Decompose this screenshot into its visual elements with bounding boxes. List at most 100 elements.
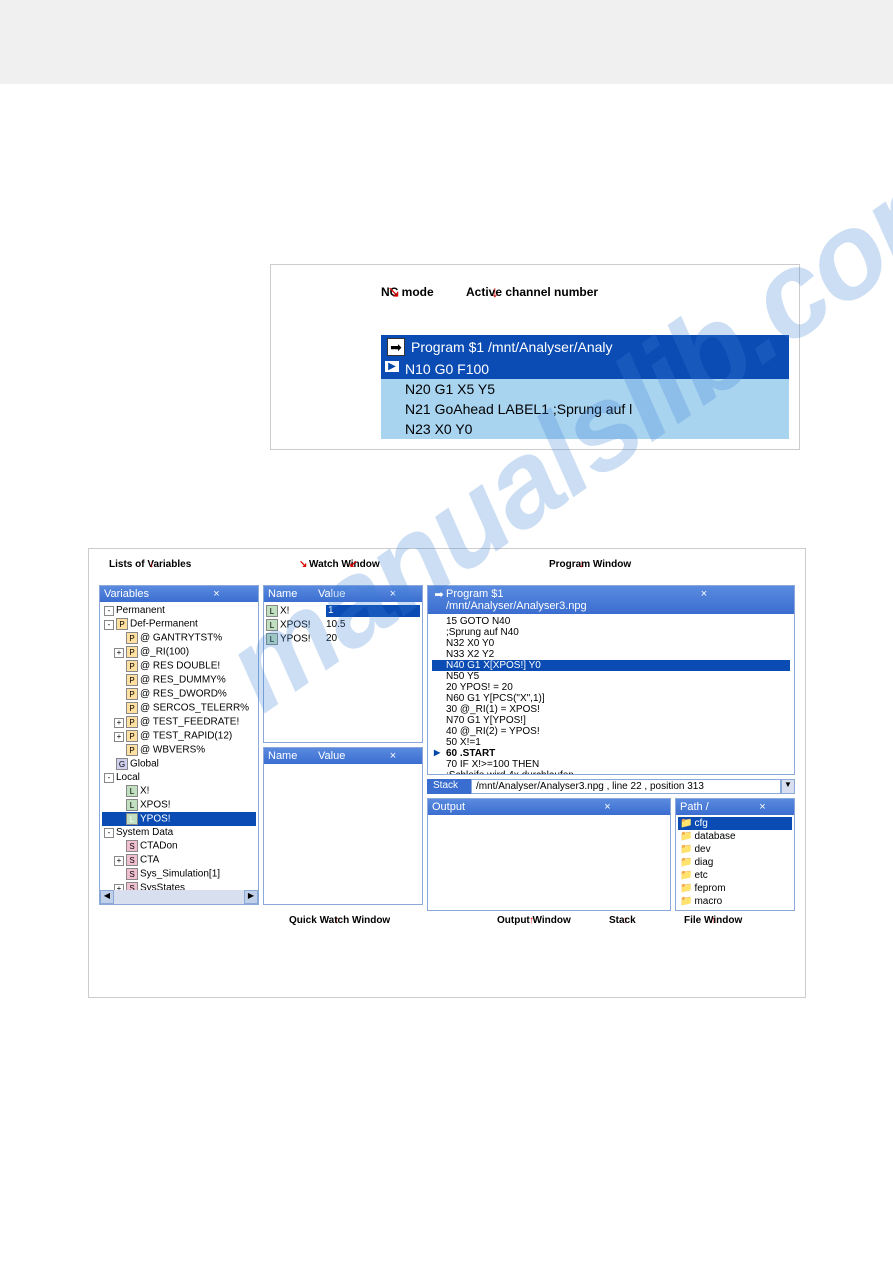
watch-pane: Name Value × LX!1LXPOS!10.5LYPOS!20 <box>263 585 423 743</box>
code-line[interactable]: 15 GOTO N40 <box>432 616 790 627</box>
figure-1: NC mode ↘ Active channel number ↓ ➡ Prog… <box>270 264 800 450</box>
file-body[interactable]: 📁cfg📁database📁dev📁diag📁etc📁feprom📁macro <box>676 815 794 910</box>
label-output: Output Window <box>497 915 571 926</box>
tree-item[interactable]: -PDef-Permanent <box>102 617 256 631</box>
arrow-icon: ↙ <box>349 559 357 570</box>
arrow-icon: ↘ <box>387 285 400 301</box>
close-icon[interactable]: × <box>618 588 790 612</box>
tree-item[interactable]: -Permanent <box>102 604 256 617</box>
label-active-channel: Active channel number <box>466 285 598 299</box>
folder-item[interactable]: 📁database <box>678 830 792 843</box>
label-watch: Watch Window <box>309 559 380 570</box>
code-line[interactable]: 70 IF X!>=100 THEN <box>432 759 790 770</box>
variables-tree[interactable]: -Permanent-PDef-PermanentP@ GANTRYTST%+P… <box>100 602 258 890</box>
label-file: File Window <box>684 915 742 926</box>
scroll-right-icon[interactable]: ▶ <box>244 890 258 904</box>
code-line[interactable]: ;Schleife wird 4x durchlaufen <box>432 770 790 774</box>
tree-item[interactable]: +P@ TEST_FEEDRATE! <box>102 715 256 729</box>
folder-icon: 📁 <box>680 857 692 868</box>
variables-pane: Variables × -Permanent-PDef-PermanentP@ … <box>99 585 259 905</box>
program-pane-header: ➡ Program $1 /mnt/Analyser/Analyser3.npg… <box>428 586 794 614</box>
tree-item[interactable]: SCTADon <box>102 839 256 853</box>
program-title: Program $1 /mnt/Analyser/Analy <box>411 339 613 355</box>
folder-icon: 📁 <box>680 818 692 829</box>
tree-item[interactable]: LXPOS! <box>102 798 256 812</box>
code-line[interactable]: N60 G1 Y[PCS("X",1)] <box>432 693 790 704</box>
folder-item[interactable]: 📁diag <box>678 856 792 869</box>
program-line[interactable]: N20 G1 X5 Y5 <box>381 379 789 399</box>
code-line[interactable]: 30 @_RI(1) = XPOS! <box>432 704 790 715</box>
scroll-left-icon[interactable]: ◀ <box>100 890 114 904</box>
program-lines: N10 G0 F100N20 G1 X5 Y5N21 GoAhead LABEL… <box>381 359 789 439</box>
code-line[interactable]: N40 G1 X[XPOS!] Y0 <box>432 660 790 671</box>
close-icon[interactable]: × <box>549 801 666 813</box>
label-program: Program Window <box>549 559 631 570</box>
tree-item[interactable]: GGlobal <box>102 757 256 771</box>
code-line[interactable]: N70 G1 Y[YPOS!] <box>432 715 790 726</box>
tree-item[interactable]: +P@ TEST_RAPID(12) <box>102 729 256 743</box>
code-line[interactable]: ;Sprung auf N40 <box>432 627 790 638</box>
watch-body[interactable]: LX!1LXPOS!10.5LYPOS!20 <box>264 602 422 742</box>
current-line-marker-icon: ▶ <box>434 748 440 757</box>
folder-icon: 📁 <box>680 870 692 881</box>
tree-item[interactable]: LX! <box>102 784 256 798</box>
scrollbar[interactable]: ◀ ▶ <box>100 890 258 904</box>
tree-item[interactable]: P@ RES_DUMMY% <box>102 673 256 687</box>
tree-item[interactable]: +SCTA <box>102 853 256 867</box>
program-line[interactable]: N21 GoAhead LABEL1 ;Sprung auf l <box>381 399 789 419</box>
code-line[interactable]: 40 @_RI(2) = YPOS! <box>432 726 790 737</box>
tree-item[interactable]: P@ GANTRYTST% <box>102 631 256 645</box>
folder-item[interactable]: 📁macro <box>678 895 792 908</box>
folder-item[interactable]: 📁cfg <box>678 817 792 830</box>
program-line[interactable]: N23 X0 Y0 <box>381 419 789 439</box>
tree-item[interactable]: LYPOS! <box>102 812 256 826</box>
code-line[interactable]: N32 X0 Y0 <box>432 638 790 649</box>
watch-row[interactable]: LYPOS!20 <box>266 632 420 646</box>
stack-text[interactable]: /mnt/Analyser/Analyser3.npg , line 22 , … <box>471 779 781 794</box>
quickwatch-body[interactable] <box>264 764 422 904</box>
tree-item[interactable]: P@ WBVERS% <box>102 743 256 757</box>
folder-item[interactable]: 📁dev <box>678 843 792 856</box>
arrow-icon: ↓ <box>149 559 154 570</box>
code-line[interactable]: N33 X2 Y2 <box>432 649 790 660</box>
tree-item[interactable]: +P@_RI(100) <box>102 645 256 659</box>
tree-item[interactable]: P@ SERCOS_TELERR% <box>102 701 256 715</box>
figure-2: Lists of Variables Watch Window Program … <box>88 548 806 998</box>
page-header <box>0 0 893 84</box>
tree-item[interactable]: -Local <box>102 771 256 784</box>
program-body[interactable]: 15 GOTO N40;Sprung auf N40N32 X0 Y0N33 X… <box>428 614 794 774</box>
close-icon[interactable]: × <box>368 588 418 600</box>
folder-item[interactable]: 📁etc <box>678 869 792 882</box>
code-line[interactable]: ▶60 .START <box>432 748 790 759</box>
variables-header: Variables × <box>100 586 258 602</box>
program-header: ➡ Program $1 /mnt/Analyser/Analy <box>381 335 789 359</box>
stack-bar: Stack /mnt/Analyser/Analyser3.npg , line… <box>427 779 795 794</box>
close-icon[interactable]: × <box>179 588 254 600</box>
tree-item[interactable]: P@ RES DOUBLE! <box>102 659 256 673</box>
code-line[interactable]: N50 Y5 <box>432 671 790 682</box>
folder-icon: 📁 <box>680 883 692 894</box>
watch-header: Name Value × <box>264 586 422 602</box>
code-line[interactable]: 20 YPOS! = 20 <box>432 682 790 693</box>
stack-label: Stack <box>427 779 471 794</box>
tree-item[interactable]: +SSysStates <box>102 881 256 890</box>
arrow-icon: ↓ <box>491 285 499 301</box>
program-line[interactable]: N10 G0 F100 <box>381 359 789 379</box>
folder-item[interactable]: 📁feprom <box>678 882 792 895</box>
dropdown-icon[interactable]: ▼ <box>781 779 795 794</box>
tree-item[interactable]: SSys_Simulation[1] <box>102 867 256 881</box>
watch-row[interactable]: LX!1 <box>266 604 420 618</box>
tree-item[interactable]: P@ RES_DWORD% <box>102 687 256 701</box>
output-body[interactable] <box>428 815 670 910</box>
folder-icon: 📁 <box>680 896 692 907</box>
tree-item[interactable]: -System Data <box>102 826 256 839</box>
mode-icon: ➡ <box>387 338 405 356</box>
program-pane: ➡ Program $1 /mnt/Analyser/Analyser3.npg… <box>427 585 795 775</box>
file-pane: Path / × 📁cfg📁database📁dev📁diag📁etc📁fepr… <box>675 798 795 911</box>
close-icon[interactable]: × <box>368 750 418 762</box>
arrow-icon: ↓ <box>579 559 584 570</box>
code-line[interactable]: 50 X!=1 <box>432 737 790 748</box>
quickwatch-pane: Name Value × <box>263 747 423 905</box>
close-icon[interactable]: × <box>735 801 790 813</box>
watch-row[interactable]: LXPOS!10.5 <box>266 618 420 632</box>
